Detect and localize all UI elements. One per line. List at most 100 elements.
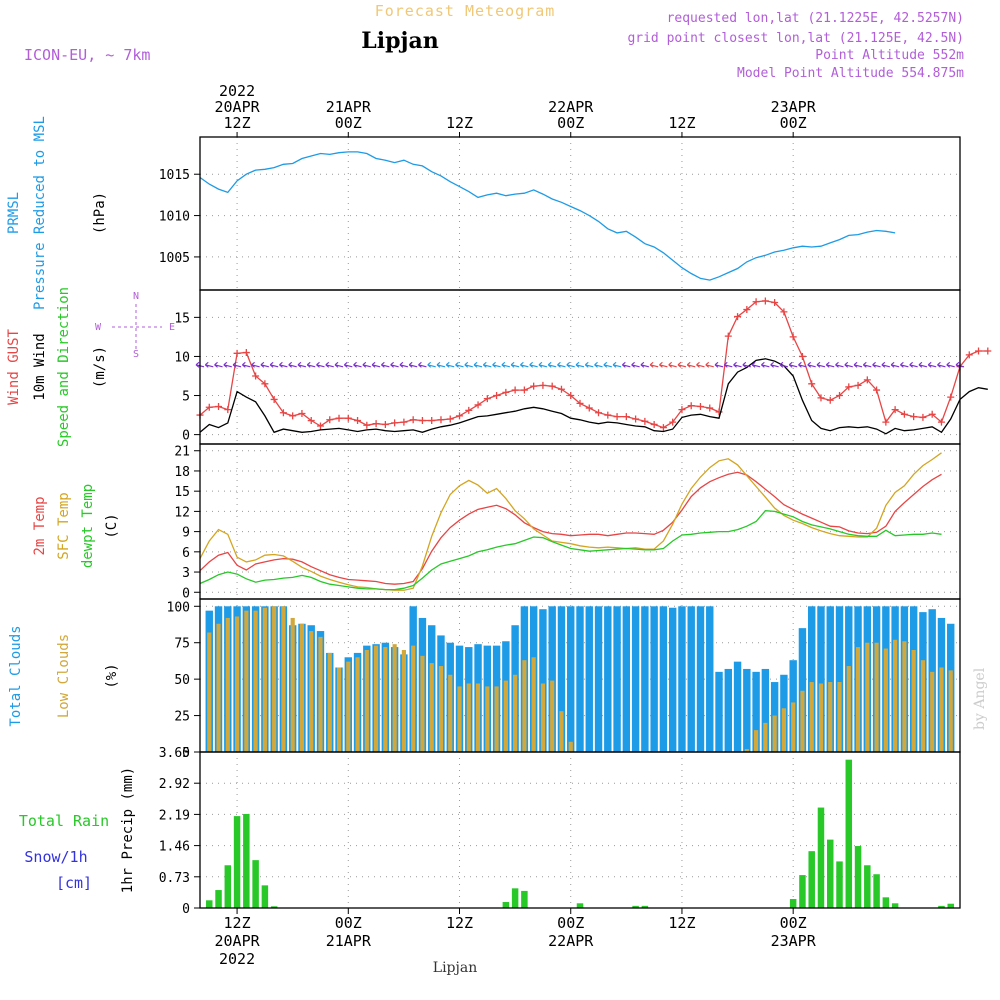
wind-direction-arrow <box>399 361 409 368</box>
gust-marker <box>446 415 454 423</box>
pressure-ytick-label: 1015 <box>159 168 190 183</box>
gust-marker <box>363 421 371 429</box>
gust-marker <box>678 406 686 414</box>
pressure-frame <box>199 136 961 291</box>
temperature-ytick-label: 21 <box>174 445 190 460</box>
clouds-bar-low-clouds <box>772 715 777 752</box>
clouds-bar-low-clouds <box>800 690 805 752</box>
gust-marker <box>817 394 825 402</box>
precip-ytick-label: 2.92 <box>159 777 190 792</box>
wind-direction-arrow <box>779 361 789 368</box>
compass-n: N <box>133 291 139 302</box>
wind-direction-arrow <box>631 361 640 368</box>
wind-direction-arrow <box>510 361 520 368</box>
bottom-time-label: 21APR <box>326 932 372 950</box>
clouds-bar-low-clouds <box>225 617 230 752</box>
gust-marker <box>687 402 695 410</box>
clouds-bar-low-clouds <box>763 722 768 752</box>
gust-marker <box>724 332 732 340</box>
wind-direction-arrow <box>482 361 492 368</box>
precip-ytick-label: 1.46 <box>159 840 190 855</box>
clouds-bar-low-clouds <box>902 641 907 752</box>
gust-marker <box>520 386 528 394</box>
compass-w: W <box>95 322 102 333</box>
gust-marker <box>539 381 547 389</box>
wind-direction-arrow <box>232 361 242 368</box>
wind-direction-arrow <box>223 361 232 368</box>
gust-marker <box>669 418 677 426</box>
gust-marker <box>845 383 853 391</box>
wind-direction-arrow <box>557 361 566 368</box>
clouds-ytick-label: 100 <box>167 600 190 615</box>
clouds-bar-total-clouds <box>539 609 547 752</box>
top-time-label: 21APR <box>326 98 372 116</box>
precip-panel: 0 0.73 1.46 2.19 2.92 3.65 <box>159 746 961 917</box>
clouds-bar-total-clouds <box>613 606 621 752</box>
clouds-bar-low-clouds <box>336 667 342 752</box>
clouds-bar-total-clouds <box>743 668 751 752</box>
wind-direction-arrow <box>881 361 890 368</box>
gust-marker <box>326 416 334 424</box>
wind-direction-arrow <box>241 361 251 368</box>
gust-marker <box>354 417 362 425</box>
gust-marker <box>418 417 426 425</box>
wind-direction-arrow <box>853 361 863 368</box>
temperature-frame <box>199 443 961 600</box>
temperature-ytick-label: 18 <box>174 465 190 480</box>
clouds-bar-total-clouds <box>808 606 816 752</box>
wind-direction-arrow <box>455 361 464 368</box>
wind-series-10m-wind <box>199 358 988 435</box>
wind-direction-arrow <box>204 361 214 368</box>
gust-marker <box>928 410 936 418</box>
precip-bar-total-rain <box>641 905 649 908</box>
wind-direction-arrow <box>621 361 631 368</box>
wind-direction-arrow <box>946 361 955 368</box>
clouds-bar-low-clouds <box>559 711 564 752</box>
gust-marker <box>761 297 769 305</box>
gust-marker <box>502 388 510 396</box>
gust-marker <box>428 417 436 425</box>
gust-marker <box>391 419 399 427</box>
requested-coords: requested lon,lat (21.1225E, 42.5257N) <box>667 11 964 26</box>
precip-bar-total-rain <box>947 903 954 908</box>
panel-ylabel: Pressure Reduced to MSL <box>32 116 48 310</box>
pressure-panel: 1005 1010 1015 <box>159 136 961 291</box>
precip-bar-total-rain <box>827 839 834 908</box>
precip-bar-total-rain <box>252 860 259 908</box>
gust-marker <box>910 413 918 421</box>
gust-marker <box>530 382 538 390</box>
gust-marker <box>798 352 806 360</box>
clouds-bar-low-clouds <box>253 610 258 752</box>
watermark: by Angel <box>972 667 988 730</box>
clouds-bar-low-clouds <box>355 657 360 752</box>
wind-direction-arrow <box>371 361 381 368</box>
clouds-bar-total-clouds <box>696 606 705 752</box>
wind-direction-arrow <box>260 361 270 368</box>
clouds-bar-total-clouds <box>576 606 584 752</box>
wind-direction-arrow <box>501 361 510 368</box>
clouds-bar-total-clouds <box>826 606 834 752</box>
wind-direction-arrow <box>547 361 557 368</box>
model-label: ICON-EU, ~ 7km <box>24 46 150 64</box>
gust-marker <box>937 418 945 426</box>
top-time-label: 00Z <box>557 114 584 132</box>
clouds-bar-low-clouds <box>754 730 759 752</box>
clouds-bar-low-clouds <box>893 639 898 752</box>
wind-direction-arrow <box>214 361 223 368</box>
precip-bar-total-rain <box>845 759 853 908</box>
clouds-bar-total-clouds <box>724 668 732 752</box>
clouds-bar-low-clouds <box>837 682 842 752</box>
panel-ylabel: Low Clouds <box>56 634 72 718</box>
bottom-time-label: 22APR <box>548 932 594 950</box>
snow-label: Snow/1h <box>24 848 87 866</box>
gust-marker <box>335 414 343 422</box>
clouds-bar-low-clouds <box>920 660 926 752</box>
clouds-bar-low-clouds <box>420 655 425 752</box>
wind-direction-arrow <box>668 361 677 368</box>
wind-direction-arrow <box>825 361 835 368</box>
gust-marker <box>706 404 714 412</box>
top-time-label: 2022 <box>219 82 255 100</box>
wind-direction-arrow <box>390 361 399 368</box>
clouds-bar-total-clouds <box>650 606 658 752</box>
wind-direction-arrow <box>575 361 585 368</box>
